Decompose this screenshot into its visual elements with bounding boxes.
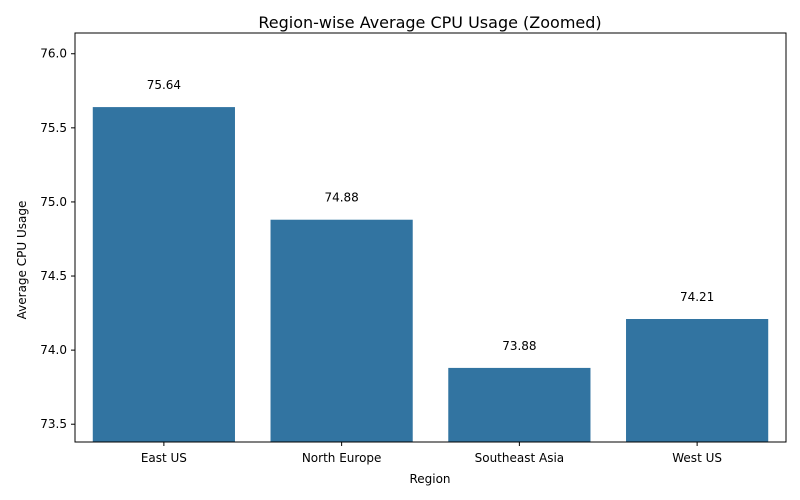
- y-tick-label: 74.5: [40, 269, 67, 283]
- x-tick-label: Southeast Asia: [475, 451, 565, 465]
- y-tick-label: 75.5: [40, 121, 67, 135]
- y-tick-label: 73.5: [40, 417, 67, 431]
- data-label: 74.88: [324, 191, 358, 205]
- plot-frame: [74, 32, 787, 443]
- bars-layer: [92, 107, 769, 442]
- y-tick-label: 76.0: [40, 47, 67, 61]
- bar-southeast-asia: [448, 367, 591, 442]
- bar-north-europe: [270, 219, 413, 442]
- data-label: 74.21: [680, 290, 714, 304]
- data-label: 75.64: [147, 78, 181, 92]
- bar-east-us: [92, 107, 235, 442]
- y-tick-label: 74.0: [40, 343, 67, 357]
- bar-west-us: [626, 319, 769, 442]
- x-tick-label: West US: [672, 451, 722, 465]
- data-label: 73.88: [502, 339, 536, 353]
- x-tick-label: North Europe: [302, 451, 382, 465]
- chart-title: Region-wise Average CPU Usage (Zoomed): [258, 13, 601, 32]
- data-labels-layer: 75.64 74.88 73.88 74.21: [147, 78, 715, 353]
- ticks-layer: East US North Europe Southeast Asia West US…: [40, 47, 722, 465]
- y-tick-label: 75.0: [40, 195, 67, 209]
- x-tick-label: East US: [141, 451, 187, 465]
- y-axis-label: Average CPU Usage: [15, 201, 29, 320]
- x-axis-label: Region: [409, 472, 450, 486]
